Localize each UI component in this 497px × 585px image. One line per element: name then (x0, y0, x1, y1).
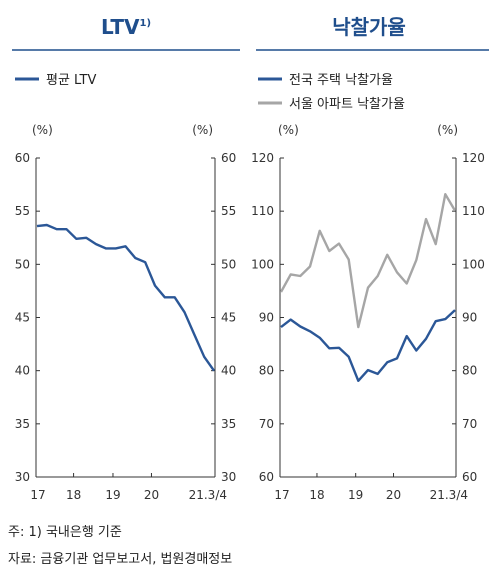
y-tick-label-right: 90 (462, 311, 477, 325)
legend-label-avg-ltv: 평균 LTV (46, 73, 96, 88)
x-tick-label: 21.3/4 (430, 488, 468, 502)
y-tick-label-left: 55 (15, 204, 30, 218)
y-tick-label-left: 90 (259, 311, 274, 325)
y-tick-label-right: 55 (221, 204, 236, 218)
x-tick-label: 19 (105, 488, 120, 502)
legend-label-national: 전국 주택 낙찰가율 (289, 73, 393, 88)
ltv-panel-title: LTV1) (101, 15, 151, 39)
ltv-legend: 평균 LTV (15, 73, 96, 88)
x-tick-label: 18 (309, 488, 324, 502)
series-line-0-0 (36, 223, 215, 372)
y-tick-label-left: 60 (15, 151, 30, 165)
y-tick-label-left: 100 (251, 257, 274, 271)
x-tick-label: 17 (274, 488, 289, 502)
footnote: 주: 1) 국내은행 기준 (8, 525, 122, 540)
source-note: 자료: 금융기관 업무보고서, 법원경매정보 (8, 552, 233, 567)
auction-unit-right: (%) (437, 123, 458, 137)
x-tick-label: 18 (66, 488, 81, 502)
y-tick-label-left: 80 (259, 364, 274, 378)
y-tick-label-right: 50 (221, 257, 236, 271)
x-tick-label: 17 (30, 488, 45, 502)
y-tick-label-left: 45 (15, 311, 30, 325)
y-tick-label-right: 80 (462, 364, 477, 378)
y-tick-label-right: 100 (462, 257, 485, 271)
y-tick-label-right: 40 (221, 364, 236, 378)
y-tick-label-left: 40 (15, 364, 30, 378)
auction-plot: 60 60 70 70 80 80 90 90 100 100 110 110 120 120 17 18 19… (251, 151, 485, 502)
x-tick-label: 20 (386, 488, 401, 502)
y-tick-label-right: 30 (221, 470, 236, 484)
y-tick-label-right: 60 (221, 151, 236, 165)
y-tick-label-left: 50 (15, 257, 30, 271)
x-tick-label: 20 (144, 488, 159, 502)
legend-label-seoul: 서울 아파트 낙찰가율 (289, 97, 405, 112)
y-tick-label-right: 60 (462, 470, 477, 484)
y-tick-label-right: 110 (462, 204, 485, 218)
y-tick-label-left: 70 (259, 417, 274, 431)
ltv-unit-left: (%) (32, 123, 53, 137)
y-tick-label-left: 30 (15, 470, 30, 484)
y-tick-label-right: 70 (462, 417, 477, 431)
y-tick-label-right: 120 (462, 151, 485, 165)
x-tick-label: 21.3/4 (189, 488, 227, 502)
auction-legend: 전국 주택 낙찰가율 서울 아파트 낙찰가율 (258, 73, 405, 112)
series-line-1-1 (279, 192, 457, 329)
series-line-1-0 (280, 309, 456, 382)
x-tick-label: 19 (348, 488, 363, 502)
ltv-plot: 30 30 35 35 40 40 45 45 50 50 55 55 60 60 17 18 19 20 21.3… (15, 151, 237, 502)
y-tick-label-left: 35 (15, 417, 30, 431)
y-tick-label-right: 35 (221, 417, 236, 431)
ltv-unit-right: (%) (192, 123, 213, 137)
y-tick-label-left: 120 (251, 151, 274, 165)
y-tick-label-left: 60 (259, 470, 274, 484)
y-tick-label-left: 110 (251, 204, 274, 218)
y-tick-label-right: 45 (221, 311, 236, 325)
auction-unit-left: (%) (278, 123, 299, 137)
auction-panel-title: 낙찰가율 (332, 15, 406, 39)
